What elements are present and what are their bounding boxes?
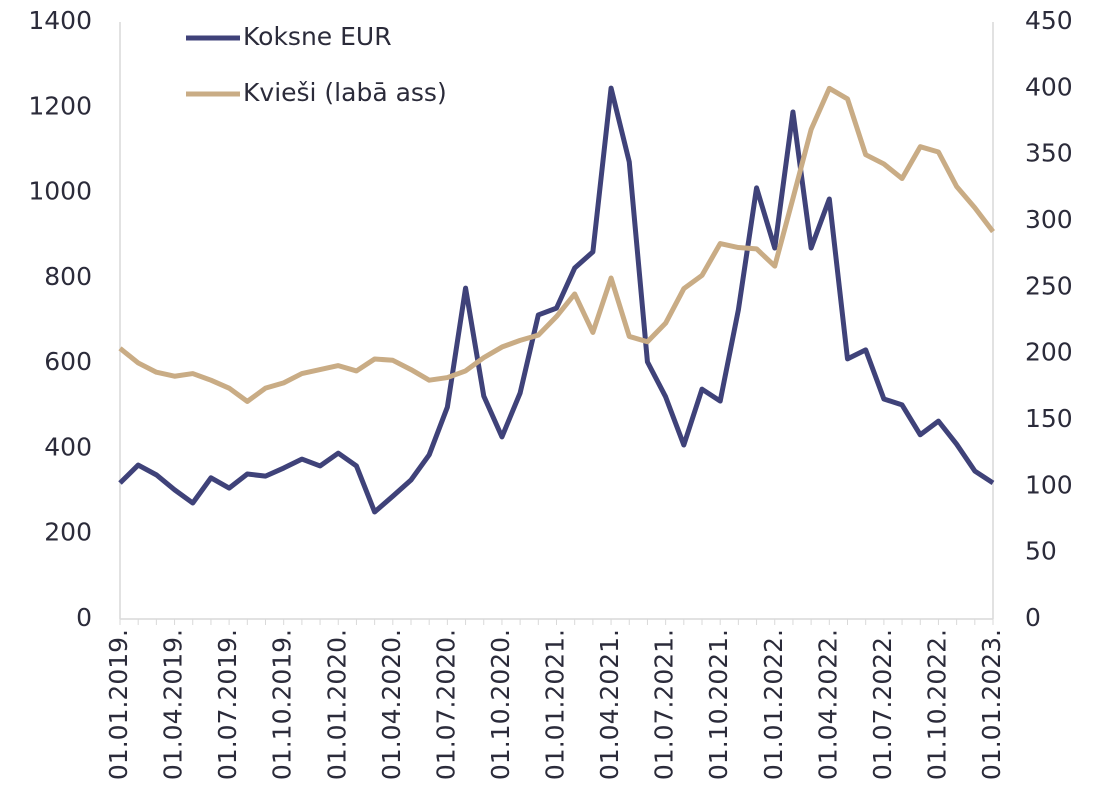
legend-label: Kvieši (labā ass) [243,78,447,107]
y-tick-label: 200 [44,518,92,547]
y2-tick-label: 250 [1025,271,1073,300]
x-tick-label: 01.07.2021. [650,629,679,780]
y2-tick-label: 50 [1025,537,1057,566]
x-tick-label: 01.01.2021. [541,629,570,780]
y2-tick-label: 0 [1025,603,1041,632]
x-tick-label: 01.01.2022. [759,629,788,780]
y-tick-label: 800 [44,262,92,291]
data-line [118,85,995,515]
y-tick-label: 400 [44,432,92,461]
x-tick-label: 01.01.2019. [104,629,133,780]
y2-tick-label: 300 [1025,205,1073,234]
x-tick-label: 01.10.2021. [704,629,733,780]
x-tick-label: 01.10.2020. [486,629,515,780]
legend-label: Koksne EUR [243,22,392,51]
x-tick-label: 01.01.2020. [322,629,351,780]
y2-tick-label: 350 [1025,139,1073,168]
x-tick-label: 01.04.2020. [377,629,406,780]
x-tick-label: 01.01.2023. [977,629,1006,780]
y-tick-label: 600 [44,347,92,376]
y-tick-label: 0 [76,603,92,632]
x-tick-label: 01.07.2020. [431,629,460,780]
x-tick-label: 01.04.2022. [813,629,842,780]
x-tick-label: 01.10.2019. [268,629,297,780]
y2-tick-label: 100 [1025,470,1073,499]
x-tick-label: 01.07.2019. [213,629,242,780]
y-tick-label: 1400 [28,6,92,35]
y-tick-label: 1200 [28,91,92,120]
y2-tick-label: 400 [1025,72,1073,101]
data-line [118,85,995,404]
x-tick-label: 01.04.2019. [159,629,188,780]
y2-tick-label: 450 [1025,6,1073,35]
x-tick-label: 01.07.2022. [868,629,897,780]
y-tick-label: 1000 [28,177,92,206]
y2-tick-label: 200 [1025,338,1073,367]
x-tick-label: 01.04.2021. [595,629,624,780]
x-tick-label: 01.10.2022. [922,629,951,780]
y2-tick-label: 150 [1025,404,1073,433]
